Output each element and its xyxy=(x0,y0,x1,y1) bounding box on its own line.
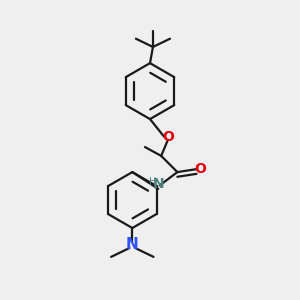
Text: O: O xyxy=(194,162,206,176)
Text: O: O xyxy=(162,130,174,144)
Text: H: H xyxy=(149,177,156,187)
Text: N: N xyxy=(126,237,139,252)
Text: N: N xyxy=(152,177,164,191)
